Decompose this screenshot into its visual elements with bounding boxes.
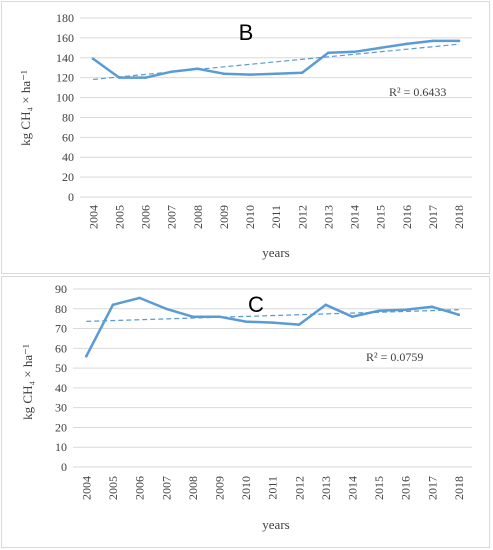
data-point-b — [91, 57, 95, 61]
r2-label-c: R² = 0.0759 — [366, 350, 423, 364]
data-point-c — [111, 303, 115, 307]
data-point-c — [324, 303, 328, 307]
x-tick-label-c: 2012 — [292, 476, 306, 500]
data-point-c — [191, 315, 194, 318]
chart-b-svg: 0 20 40 60 80 100 120 140 160 180 2004 2005 2006 200… — [18, 11, 472, 260]
x-tick-label-b: 2012 — [295, 205, 309, 229]
y-tick-label-b: 0 — [68, 190, 74, 204]
r2-label-b: R² = 0.6433 — [389, 85, 446, 99]
x-tick-label-c: 2004 — [80, 476, 94, 500]
data-point-b — [222, 72, 226, 75]
y-tick-label-c: 90 — [55, 282, 67, 296]
data-point-c — [218, 315, 221, 318]
data-point-b — [326, 51, 330, 55]
data-point-b — [431, 39, 435, 43]
x-tick-label-c: 2008 — [186, 476, 200, 500]
x-tick-label-b: 2009 — [217, 205, 231, 229]
data-point-b — [457, 39, 461, 43]
y-axis-title-b: kg CH₄ × ha⁻¹ — [18, 70, 33, 146]
panel-label-b: B — [239, 20, 254, 45]
data-point-c — [351, 315, 354, 318]
data-point-c — [430, 305, 434, 309]
x-tick-label-c: 2016 — [399, 476, 413, 500]
y-tick-label-c: 30 — [55, 401, 67, 415]
data-point-b — [144, 76, 147, 79]
y-tick-label-b: 140 — [56, 51, 74, 65]
x-axis-title-c: years — [262, 517, 289, 532]
x-tick-label-b: 2018 — [452, 205, 466, 229]
y-tick-label-c: 60 — [55, 341, 67, 355]
data-point-c — [404, 308, 407, 312]
series-line-c — [85, 296, 460, 358]
y-tick-label-c: 10 — [55, 440, 67, 454]
x-tick-label-c: 2013 — [319, 476, 333, 500]
y-tick-label-c: 50 — [55, 361, 67, 375]
x-tick-label-b: 2008 — [191, 205, 205, 229]
data-point-c — [138, 296, 141, 300]
chart-panel-b: 0 20 40 60 80 100 120 140 160 180 2004 2005 2006 200… — [1, 1, 490, 274]
y-tick-label-c: 70 — [55, 322, 67, 336]
x-tick-label-b: 2017 — [426, 205, 440, 229]
data-point-b — [117, 76, 121, 79]
x-tick-label-b: 2013 — [321, 205, 335, 229]
x-tick-label-c: 2014 — [346, 476, 360, 500]
data-point-b — [274, 72, 278, 75]
y-tick-label-c: 40 — [55, 381, 67, 395]
data-point-b — [248, 73, 252, 76]
x-tick-label-c: 2009 — [213, 476, 227, 500]
y-tick-label-c: 20 — [55, 420, 67, 434]
data-point-b — [300, 71, 304, 74]
x-tick-label-b: 2016 — [400, 205, 414, 229]
y-axis-title-c: kg CH₄ × ha⁻¹ — [20, 344, 35, 420]
data-point-b — [379, 46, 382, 50]
x-tick-label-c: 2015 — [372, 476, 386, 500]
data-point-c — [457, 313, 461, 317]
data-point-c — [297, 323, 301, 326]
x-tick-label-b: 2004 — [86, 205, 100, 229]
x-tick-label-c: 2010 — [239, 476, 253, 500]
x-tick-label-c: 2011 — [266, 476, 280, 500]
x-tick-label-c: 2017 — [425, 476, 439, 500]
y-tick-label-c: 80 — [55, 302, 67, 316]
data-point-c — [85, 354, 88, 358]
x-tick-label-b: 2007 — [165, 205, 179, 229]
x-tick-label-b: 2010 — [243, 205, 257, 229]
x-axis-title-b: years — [262, 245, 289, 260]
trendline-b — [93, 43, 459, 81]
chart-c-svg: 0 10 20 30 40 50 60 70 80 90 2004 2005 2006 2007 2008… — [20, 282, 472, 532]
x-tick-label-c: 2018 — [452, 476, 466, 500]
x-tick-label-c: 2005 — [106, 476, 120, 500]
data-point-b — [170, 70, 173, 73]
x-tick-label-b: 2006 — [139, 205, 153, 229]
y-tick-label-b: 40 — [62, 150, 74, 164]
y-tick-label-b: 100 — [56, 91, 74, 105]
x-tick-label-b: 2011 — [269, 205, 283, 229]
x-tick-label-c: 2006 — [133, 476, 147, 500]
y-tick-label-b: 160 — [56, 31, 74, 45]
y-tick-label-b: 120 — [56, 71, 74, 85]
y-tick-label-b: 80 — [62, 110, 74, 124]
data-point-c — [164, 307, 168, 311]
data-point-c — [377, 309, 381, 313]
trendline-c — [86, 309, 459, 322]
y-tick-label-b: 180 — [56, 11, 74, 25]
data-point-c — [244, 320, 248, 323]
chart-panel-c: 0 10 20 30 40 50 60 70 80 90 2004 2005 2006 2007 2008… — [1, 276, 490, 548]
y-tick-label-c: 0 — [61, 460, 67, 474]
x-tick-label-b: 2015 — [374, 205, 388, 229]
x-tick-label-b: 2014 — [348, 205, 362, 229]
data-point-c — [271, 321, 274, 324]
y-tick-label-b: 20 — [62, 170, 74, 184]
x-tick-label-b: 2005 — [112, 205, 126, 229]
y-tick-label-b: 60 — [62, 130, 74, 144]
data-point-b — [405, 42, 408, 46]
series-line-b — [91, 39, 461, 79]
data-point-b — [353, 50, 356, 54]
x-tick-label-c: 2007 — [159, 476, 173, 500]
data-point-b — [196, 67, 199, 71]
panel-label-c: C — [248, 292, 264, 317]
